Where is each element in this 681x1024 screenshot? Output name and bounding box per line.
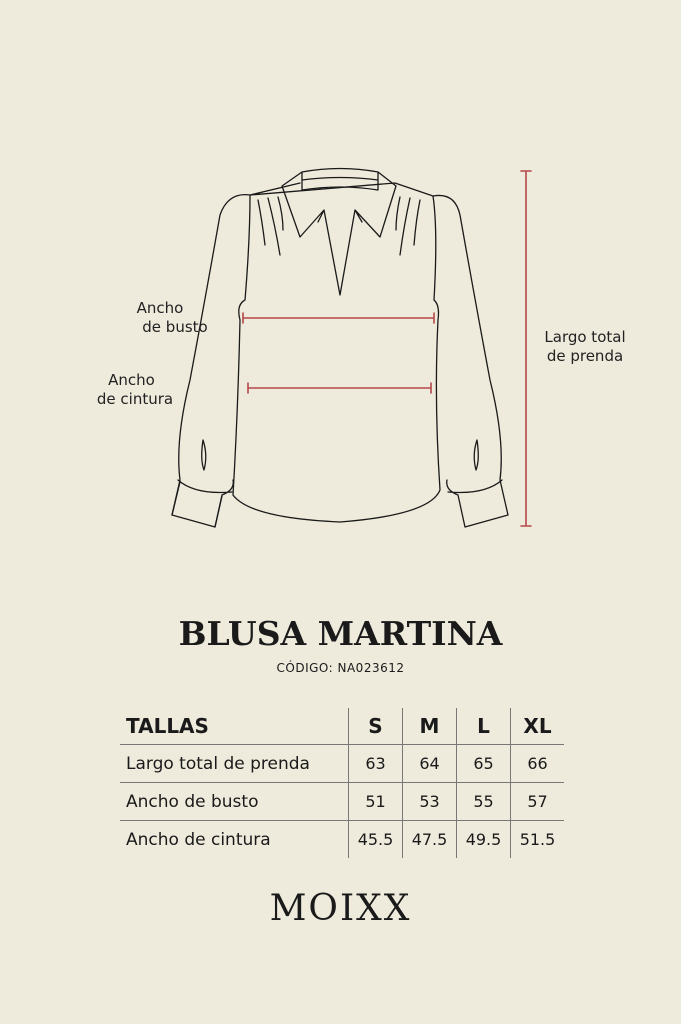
waist-label: Ancho de cintura (80, 371, 180, 409)
cell: 65 (456, 744, 511, 783)
waist-measure-line (247, 382, 432, 394)
left-sleeve-slit (201, 439, 207, 471)
product-code: CÓDIGO: NA023612 (276, 661, 405, 675)
bust-label-line2: de busto (142, 318, 208, 336)
header-size-l: L (456, 708, 511, 745)
right-sleeve-slit (473, 439, 479, 471)
brand-logo: MOIXX (269, 888, 412, 929)
bust-label: Ancho de busto (110, 299, 210, 337)
header-size-m: M (402, 708, 457, 745)
row-label: Largo total de prenda (120, 744, 349, 783)
length-label: Largo total de prenda (535, 328, 635, 366)
bust-measure-line (242, 312, 435, 324)
left-sleeve (171, 194, 251, 528)
cell: 55 (456, 782, 511, 821)
collar (281, 167, 397, 296)
waist-label-line1: Ancho (108, 371, 155, 389)
size-table: TALLAS S M L XL Largo total de prenda 63… (120, 708, 564, 858)
row-label: Ancho de cintura (120, 820, 349, 858)
length-measure-line (520, 170, 532, 527)
cell: 51.5 (510, 820, 564, 858)
table-row: Largo total de prenda 63 64 65 66 (120, 744, 564, 783)
length-label-line1: Largo total (544, 328, 626, 346)
cell: 45.5 (348, 820, 403, 858)
header-sizes: TALLAS (126, 714, 209, 738)
cell: 57 (510, 782, 564, 821)
row-label: Ancho de busto (120, 782, 349, 821)
waist-label-line2: de cintura (96, 390, 174, 408)
blouse-illustration (171, 167, 532, 528)
cell: 49.5 (456, 820, 511, 858)
bust-label-line1: Ancho (136, 299, 184, 317)
cell: 47.5 (402, 820, 457, 858)
cell: 51 (348, 782, 403, 821)
cell: 53 (402, 782, 457, 821)
cell: 63 (348, 744, 403, 783)
cell: 66 (510, 744, 564, 783)
header-size-xl: XL (510, 708, 564, 745)
size-table-header: TALLAS S M L XL (120, 708, 564, 745)
shoulder-gathers (257, 196, 421, 256)
product-title: BLUSA MARTINA (178, 614, 503, 653)
table-row: Ancho de cintura 45.5 47.5 49.5 51.5 (120, 820, 564, 858)
header-size-s: S (348, 708, 403, 745)
right-sleeve (432, 194, 509, 528)
blouse-body-outline (232, 182, 441, 523)
cell: 64 (402, 744, 457, 783)
left-cuff (171, 481, 223, 528)
table-row: Ancho de busto 51 53 55 57 (120, 782, 564, 821)
length-label-line2: de prenda (546, 347, 624, 365)
